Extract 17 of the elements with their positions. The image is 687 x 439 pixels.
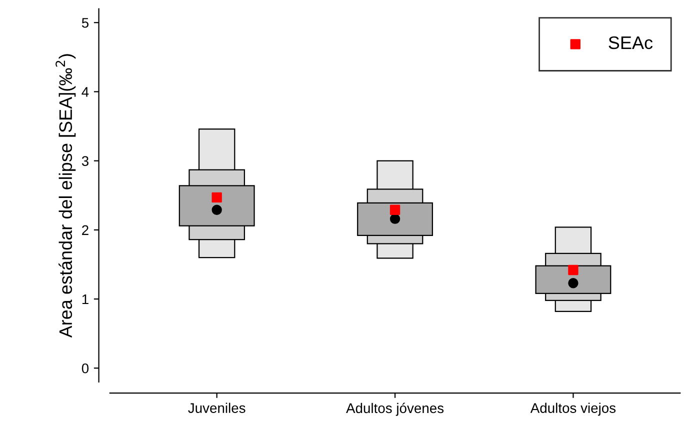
point: [568, 278, 578, 288]
x-tick-label: Adultos viejos: [530, 402, 616, 416]
x-tick-label: Adultos jóvenes: [346, 402, 444, 416]
x-tick-label: Juveniles: [188, 402, 246, 413]
y-tick-label: 1: [82, 294, 88, 304]
point: [390, 214, 400, 224]
point: [568, 264, 578, 276]
y-tick-label: 5: [82, 18, 89, 28]
point: [212, 192, 222, 203]
point: [390, 204, 400, 215]
y-tick-label: 0: [82, 363, 89, 374]
y-tick-label: 2: [82, 225, 88, 235]
y-axis-title: Area estándar del elipse [SEA](‰$^{2}$): [56, 54, 76, 338]
y-tick-label: 3: [82, 156, 88, 166]
legend-label: SEAc: [608, 36, 653, 50]
y-tick-label: 4: [82, 87, 89, 97]
point: [212, 204, 222, 215]
